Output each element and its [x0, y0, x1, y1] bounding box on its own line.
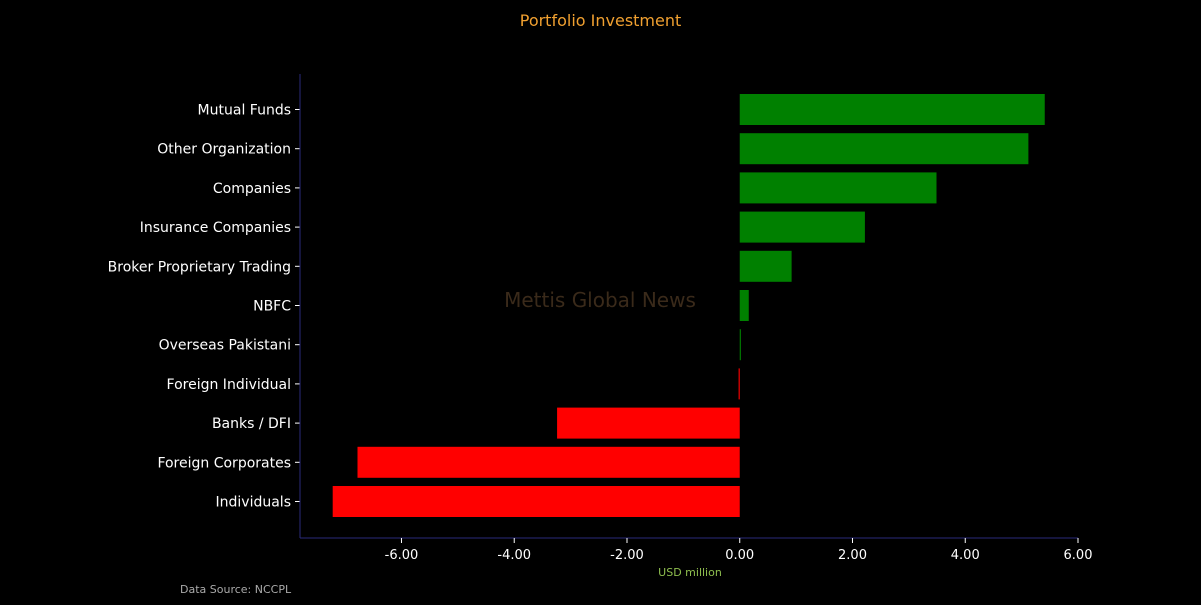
bar-0 [739, 94, 1045, 125]
bar-8 [557, 407, 740, 439]
data-source-note: Data Source: NCCPL [180, 583, 292, 596]
x-tick-label-5: 4.00 [951, 548, 980, 563]
category-labels: Mutual Funds Other Organization Companies I… [108, 103, 292, 511]
x-tick-label-0: -6.00 [385, 548, 419, 563]
bar-5 [739, 290, 749, 321]
bar-2 [739, 172, 937, 204]
bar-4 [739, 250, 792, 282]
x-tick-label-1: -4.00 [497, 548, 531, 563]
bar-7 [738, 368, 740, 400]
x-tick-label-4: 2.00 [838, 548, 867, 563]
category-label-5: NBFC [253, 299, 291, 315]
chart-title: Portfolio Investment [520, 11, 682, 30]
category-label-0: Mutual Funds [198, 103, 291, 119]
bar-6 [739, 329, 741, 361]
x-tick-label-2: -2.00 [610, 548, 644, 563]
x-ticks: -6.00 -4.00 -2.00 0.00 2.00 4.00 6.00 [385, 538, 1093, 563]
axes [295, 74, 1078, 539]
category-label-10: Individuals [216, 495, 291, 511]
bar-9 [357, 446, 740, 478]
bars-group [332, 94, 1045, 517]
category-label-9: Foreign Corporates [157, 455, 291, 471]
category-label-2: Companies [213, 181, 291, 197]
category-label-4: Broker Proprietary Trading [108, 259, 291, 275]
bar-1 [739, 133, 1029, 165]
category-label-6: Overseas Pakistani [159, 338, 291, 354]
category-label-3: Insurance Companies [140, 220, 291, 236]
category-label-8: Banks / DFI [212, 416, 291, 432]
category-label-7: Foreign Individual [167, 377, 291, 393]
watermark-text: Mettis Global News [504, 288, 696, 312]
bar-10 [332, 486, 740, 517]
bar-3 [739, 211, 865, 243]
x-tick-label-6: 6.00 [1064, 548, 1093, 563]
category-label-1: Other Organization [157, 142, 291, 158]
x-axis-label: USD million [658, 566, 722, 579]
x-tick-label-3: 0.00 [725, 548, 754, 563]
